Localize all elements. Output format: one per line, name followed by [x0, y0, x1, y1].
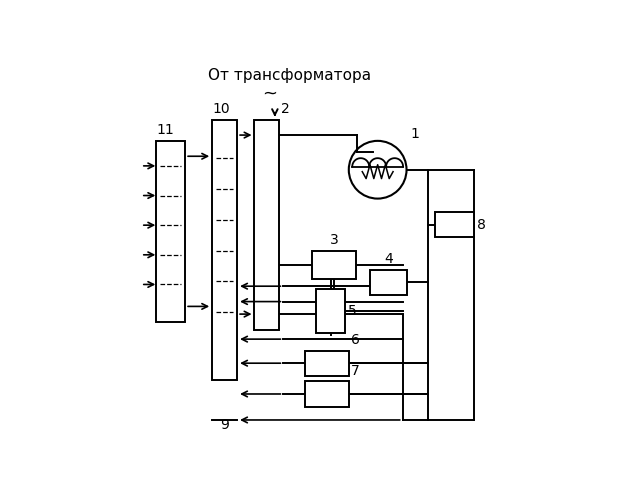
Text: 5: 5 [348, 304, 357, 318]
Text: 9: 9 [221, 418, 230, 432]
Text: 2: 2 [282, 102, 290, 116]
Text: 6: 6 [350, 333, 359, 347]
Text: ~: ~ [262, 84, 277, 102]
Text: 1: 1 [410, 127, 419, 141]
Bar [370, 270, 406, 295]
Bar [212, 120, 237, 380]
Text: 3: 3 [330, 232, 339, 246]
Text: 7: 7 [350, 364, 359, 378]
Bar [316, 289, 345, 334]
Text: 11: 11 [156, 123, 174, 137]
Bar [305, 350, 349, 376]
Text: 10: 10 [212, 102, 230, 116]
Text: 4: 4 [384, 252, 393, 266]
Bar [435, 212, 474, 237]
Text: 8: 8 [477, 218, 486, 232]
Bar [156, 141, 185, 322]
Bar [312, 250, 356, 280]
Bar [255, 120, 280, 330]
Bar [305, 382, 349, 406]
Text: От трансформатора: От трансформатора [208, 68, 370, 83]
